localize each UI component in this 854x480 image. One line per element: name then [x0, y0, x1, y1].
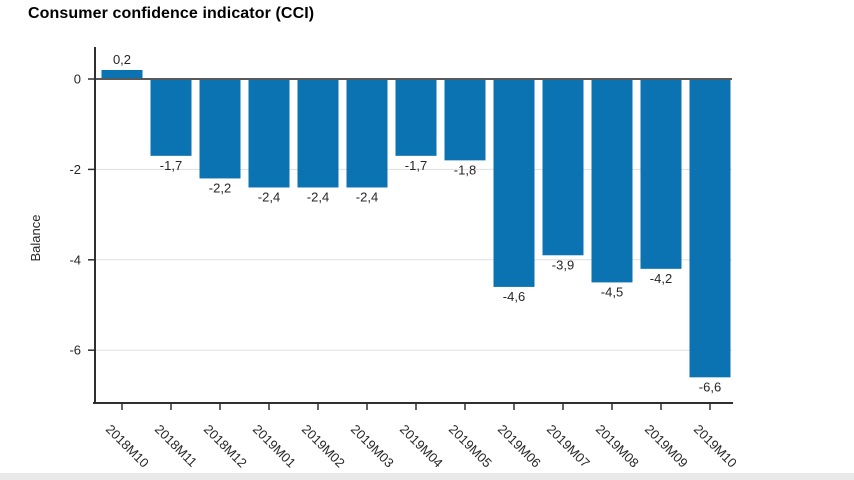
x-tick-label: 2019M04	[397, 422, 446, 471]
bars	[101, 69, 731, 378]
x-tick-label: 2019M09	[642, 422, 691, 471]
x-tick-label: 2019M10	[691, 422, 740, 471]
x-tick-label: 2019M07	[544, 422, 593, 471]
bar-2019M06	[493, 79, 535, 287]
x-tick-label: 2019M06	[495, 422, 544, 471]
value-label: -4,5	[601, 284, 623, 299]
gridlines	[96, 168, 732, 351]
bar-2018M10	[101, 69, 143, 79]
value-label: -2,4	[307, 189, 329, 204]
x-tick-label: 2018M10	[103, 422, 152, 471]
x-tick-label: 2019M02	[299, 422, 348, 471]
x-tick-label: 2019M01	[250, 422, 299, 471]
value-labels: 0,2 -1,7 -2,2 -2,4 -2,4 -2,4 -1,7 -1,8 -4,6 -3,9 -…	[113, 52, 721, 394]
x-tick-label: 2019M03	[348, 422, 397, 471]
x-tick-label: 2018M12	[201, 422, 250, 471]
bar-2019M04	[395, 79, 437, 156]
value-label: -2,4	[258, 189, 280, 204]
bar-2019M10	[689, 79, 731, 378]
value-label: 0,2	[113, 52, 131, 67]
value-label: -1,7	[405, 158, 427, 173]
value-label: -1,8	[454, 162, 476, 177]
chart-title: Consumer confidence indicator (CCI)	[28, 5, 315, 22]
value-label: -2,4	[356, 189, 378, 204]
y-axis-ticks: 0 -2 -4 -6	[69, 72, 94, 358]
value-label: -6,6	[699, 379, 721, 394]
x-tick-label: 2019M05	[446, 422, 495, 471]
bottom-strip	[0, 473, 854, 480]
x-axis-ticks: 2018M10 2018M11 2018M12 2019M01 2019M02 2019M…	[103, 404, 740, 470]
y-tick-label: -4	[69, 252, 81, 267]
x-tick-label: 2018M11	[152, 422, 200, 470]
value-label: -4,6	[503, 289, 525, 304]
bar-2018M12	[199, 79, 241, 179]
bar-2018M11	[150, 79, 192, 156]
x-tick-label: 2019M08	[593, 422, 642, 471]
bar-2019M05	[444, 79, 486, 161]
y-tick-label: 0	[74, 72, 81, 87]
value-label: -2,2	[209, 180, 231, 195]
value-label: -3,9	[552, 257, 574, 272]
bar-2019M09	[640, 79, 682, 269]
bar-2019M02	[297, 79, 339, 188]
bar-2019M01	[248, 79, 290, 188]
bar-2019M07	[542, 79, 584, 256]
y-tick-label: -2	[69, 162, 81, 177]
bar-2019M03	[346, 79, 388, 188]
axes	[93, 47, 733, 404]
value-label: -1,7	[160, 158, 182, 173]
value-label: -4,2	[650, 271, 672, 286]
bar-2019M08	[591, 79, 633, 283]
y-axis-label: Balance	[28, 215, 43, 262]
y-tick-label: -6	[69, 343, 81, 358]
